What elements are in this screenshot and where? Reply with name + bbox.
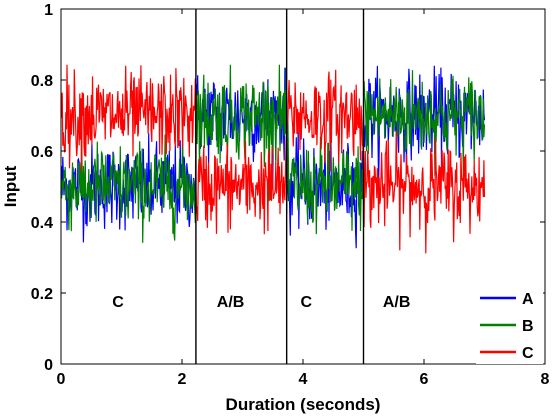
y-tick-label: 0 xyxy=(44,357,53,374)
y-tick-label: 1 xyxy=(44,2,53,19)
y-tick-label: 0.4 xyxy=(31,215,53,232)
x-axis: 0 2 4 6 8 xyxy=(57,9,550,388)
phase-label: C xyxy=(300,294,312,311)
phase-label: C xyxy=(112,294,124,311)
x-tick-label: 8 xyxy=(541,371,550,388)
y-tick-label: 0.6 xyxy=(31,144,53,161)
y-tick-label: 0.8 xyxy=(31,73,53,90)
phase-label: A/B xyxy=(217,294,245,311)
legend-label-A: A xyxy=(522,291,534,308)
legend: ABC xyxy=(476,281,543,364)
y-axis: 0 0.2 0.4 0.6 0.8 1 xyxy=(31,2,545,374)
legend-box xyxy=(476,281,543,364)
series-C-line xyxy=(60,64,486,254)
x-tick-label: 4 xyxy=(299,371,308,388)
series-layer xyxy=(60,64,486,254)
phase-boundary-layer xyxy=(195,9,365,364)
y-axis-title: Input xyxy=(1,165,20,207)
x-axis-title: Duration (seconds) xyxy=(226,395,381,414)
x-tick-label: 0 xyxy=(57,371,66,388)
legend-label-C: C xyxy=(522,345,534,362)
phase-labels: C A/B C A/B xyxy=(112,294,410,311)
x-tick-label: 6 xyxy=(420,371,429,388)
phase-label: A/B xyxy=(383,294,411,311)
legend-label-B: B xyxy=(522,318,534,335)
y-tick-label: 0.2 xyxy=(31,286,53,303)
x-tick-label: 2 xyxy=(178,371,187,388)
